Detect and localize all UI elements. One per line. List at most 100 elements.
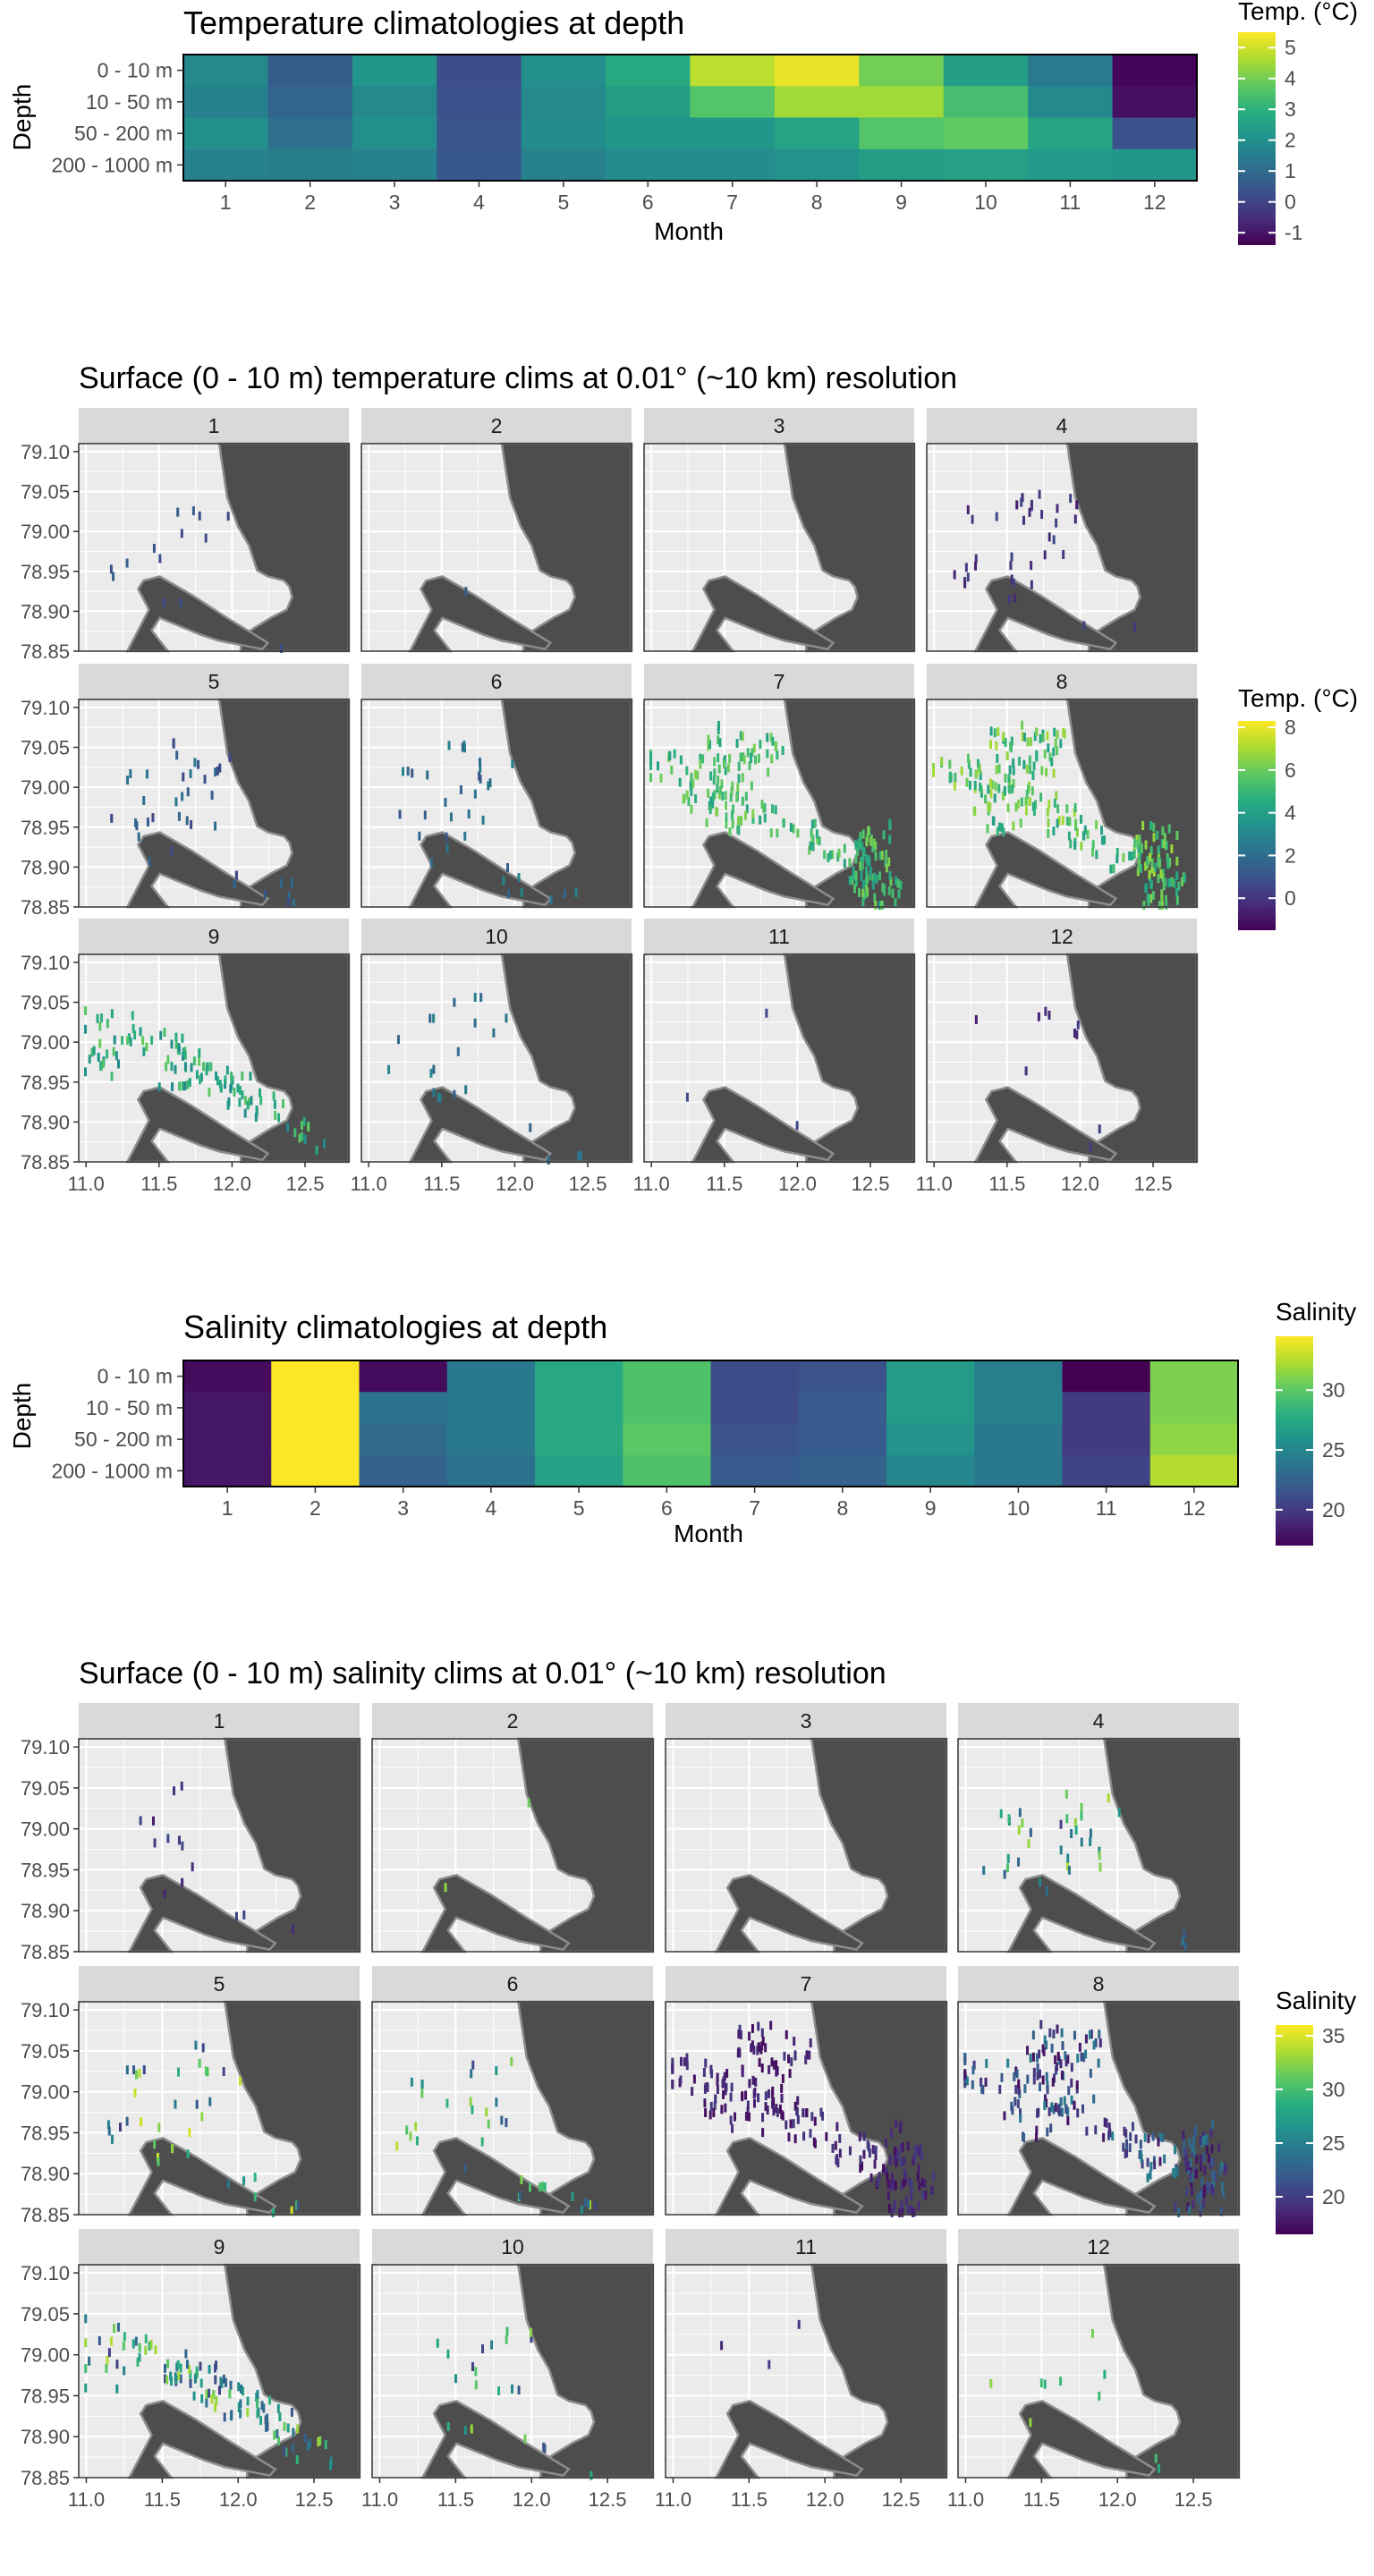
temp-map-point	[1048, 752, 1052, 762]
sal-map-point	[290, 2206, 293, 2216]
temp-map-peninsula	[125, 575, 270, 653]
temp-map-point	[159, 1030, 163, 1040]
sal-map-point	[214, 2402, 217, 2412]
temp-map-facet-label: 8	[1056, 670, 1068, 693]
sal-map-point	[1202, 2152, 1206, 2162]
sal-map-xtick-label: 12.0	[219, 2488, 258, 2511]
temp-map-point	[139, 1027, 142, 1037]
sal-map-xtick-label: 11.5	[1023, 2488, 1060, 2511]
sal-map-point	[766, 2106, 769, 2115]
temp-map-point	[1166, 857, 1170, 867]
sal-map-point	[858, 2132, 861, 2142]
temp-map-point	[162, 597, 165, 607]
sal-heatmap-cell	[359, 1392, 448, 1424]
sal-map-legend-tick-label: 35	[1322, 2024, 1345, 2047]
temp-map-point	[682, 794, 685, 804]
sal-map-point	[1026, 2074, 1030, 2084]
sal-map-point	[1039, 2082, 1042, 2092]
temp-map-panel-frame	[926, 699, 1198, 908]
sal-map-point	[1064, 1789, 1068, 1799]
sal-map-ytick-label: 78.95	[21, 2122, 70, 2144]
sal-map-point	[834, 2140, 837, 2150]
temp-map-panel-frame	[643, 953, 915, 1163]
temp-heatmap-cell	[183, 117, 268, 150]
temp-map-point	[1052, 535, 1056, 545]
temp-map-point	[197, 759, 200, 769]
sal-map-point	[1211, 2186, 1215, 2196]
temp-map-point	[1130, 852, 1133, 861]
temp-map-point	[810, 828, 813, 838]
sal-map-point	[239, 2399, 242, 2409]
sal-map-point	[1196, 2193, 1200, 2203]
sal-map-facet: 6	[371, 1966, 655, 2216]
sal-map-point	[1202, 2135, 1206, 2145]
sal-map-point	[149, 2340, 153, 2350]
temp-map-point	[715, 807, 718, 817]
temp-heatmap-legend-tick-label: 0	[1285, 191, 1296, 214]
sal-map-point	[1070, 2078, 1073, 2088]
sal-map-peninsula	[1006, 2136, 1157, 2216]
temp-heatmap-xlabel: Month	[654, 217, 724, 245]
temp-map-point	[178, 1081, 182, 1091]
temp-map-point	[1183, 873, 1186, 883]
temp-map-point	[181, 1081, 184, 1091]
sal-map-point	[892, 2179, 895, 2189]
sal-map-point	[1089, 1828, 1092, 1838]
temp-map-point	[689, 780, 692, 790]
temp-map-point	[861, 897, 865, 907]
temp-map-point	[737, 816, 741, 826]
sal-map-point	[1181, 1936, 1184, 1946]
temp-map-xtick-label: 11.5	[706, 1173, 742, 1195]
temp-map-point	[750, 781, 753, 791]
sal-map-point	[134, 2070, 138, 2080]
sal-map-point	[1054, 2055, 1057, 2064]
sal-map-point	[764, 2043, 768, 2053]
sal-map-point	[702, 2067, 706, 2077]
temp-map-point	[547, 1156, 550, 1165]
sal-map-point	[132, 2065, 136, 2075]
temp-map-point	[1069, 494, 1073, 504]
sal-heatmap-xtick-label: 11	[1096, 1496, 1117, 1520]
temp-heatmap-cell	[1112, 148, 1198, 182]
temp-map-point	[843, 859, 846, 869]
temp-map-point	[1012, 758, 1015, 767]
sal-map-point	[873, 2159, 877, 2169]
temp-map-point	[214, 767, 217, 777]
temp-map-point	[717, 720, 720, 730]
temp-map-point	[685, 1092, 689, 1102]
sal-map-ytick-label: 78.85	[21, 2204, 70, 2226]
sal-map-point	[241, 2386, 244, 2396]
temp-map-point	[1032, 761, 1036, 771]
sal-map-point	[895, 2119, 898, 2129]
sal-map-point	[1209, 2183, 1213, 2193]
temp-map-point	[1043, 749, 1047, 758]
temp-heatmap-cell	[437, 148, 522, 182]
sal-map-point	[1006, 2058, 1010, 2068]
temp-map-ytick-label: 78.90	[21, 1111, 70, 1133]
temp-map-point	[121, 1036, 124, 1046]
sal-map-point	[1031, 2030, 1035, 2040]
temp-map-point	[823, 850, 827, 860]
sal-map-point	[291, 2443, 294, 2453]
sal-map-point	[179, 2374, 182, 2384]
sal-map-point	[878, 2172, 881, 2182]
temp-map-point	[479, 993, 483, 1003]
sal-map-point	[1103, 2117, 1107, 2127]
sal-map-point	[192, 2391, 196, 2401]
sal-map-point	[177, 1835, 181, 1845]
sal-map-point	[736, 2048, 740, 2058]
temp-map-point	[84, 1024, 88, 1034]
sal-map-point	[505, 2118, 508, 2128]
sal-map-point	[904, 2196, 908, 2206]
temp-map-point	[1160, 901, 1164, 911]
temp-map-panel-frame	[643, 443, 915, 652]
sal-heatmap-xlabel: Month	[674, 1520, 743, 1547]
sal-heatmap-cell	[798, 1360, 887, 1393]
sal-map-point	[886, 2172, 889, 2182]
sal-map-point	[761, 2037, 765, 2046]
sal-map-point	[866, 2140, 869, 2149]
temp-map-point	[887, 857, 891, 867]
sal-map-point	[1124, 2148, 1127, 2158]
sal-map-point	[772, 2097, 776, 2106]
sal-map-point	[520, 2175, 523, 2185]
